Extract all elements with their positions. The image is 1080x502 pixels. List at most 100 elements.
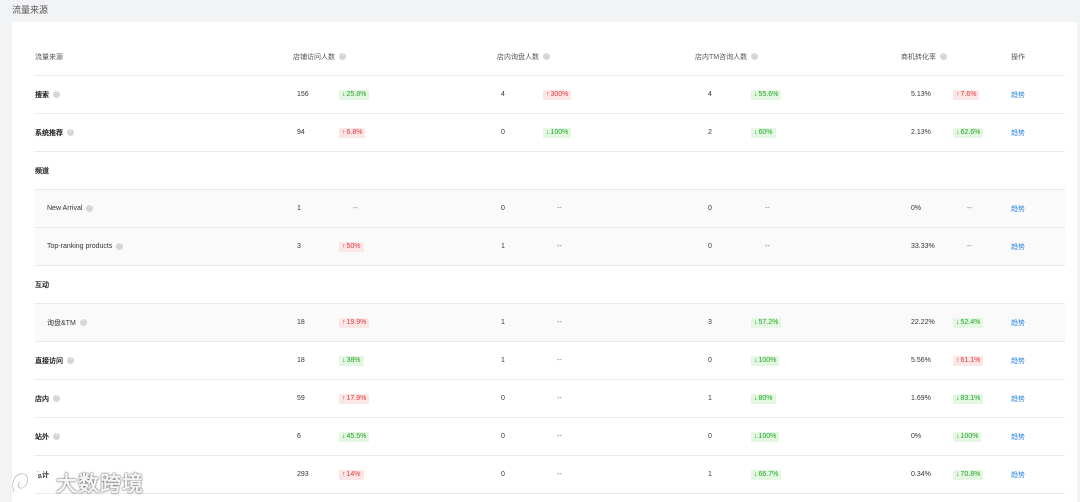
increase-badge: ↑ 19.9% — [339, 317, 370, 328]
empty-dash: -- — [765, 205, 770, 212]
inquiries-value: 1 — [501, 319, 505, 326]
decrease-badge: ↓ 80% — [751, 393, 776, 404]
header-source: 流量来源 — [35, 53, 63, 61]
conversion-change: ↓ 83.1% — [953, 380, 984, 417]
source-name: 总计 — [35, 471, 49, 479]
decrease-badge: ↓ 83.1% — [953, 393, 984, 404]
arrow-up-icon: ↑ — [342, 319, 346, 326]
tm-value: 4 — [708, 91, 712, 98]
help-icon[interactable] — [751, 52, 759, 60]
table-row: New Arrival 1 -- 0 -- 0 -- 0% -- 趋势 — [35, 190, 1065, 228]
tm-value: 3 — [708, 319, 712, 326]
table-row: 系统推荐94↑6.8%0↓100%2↓60%2.13%↓62.6%趋势 — [35, 114, 1065, 152]
empty-dash: -- — [557, 471, 562, 478]
arrow-down-icon: ↓ — [754, 319, 758, 326]
trend-link[interactable]: 趋势 — [1011, 205, 1025, 213]
decrease-badge: ↓ 100% — [751, 355, 780, 366]
source-name-cell: 店内 — [35, 380, 60, 417]
arrow-up-icon: ↑ — [956, 357, 960, 364]
trend-link[interactable]: 趋势 — [1011, 319, 1025, 327]
action-cell: 趋势 — [1011, 418, 1025, 455]
visitors-value: 59 — [297, 395, 305, 402]
help-icon[interactable] — [116, 242, 124, 250]
decrease-badge: ↓ 57.2% — [751, 317, 782, 328]
visitors-change: ↑ 50% — [339, 228, 364, 265]
change-percent: 7.6% — [960, 91, 977, 98]
trend-link[interactable]: 趋势 — [1011, 395, 1025, 403]
action-cell: 趋势 — [1011, 456, 1025, 493]
trend-link[interactable]: 趋势 — [1011, 243, 1025, 251]
help-icon[interactable] — [53, 432, 60, 440]
conversion-value: 2.13% — [911, 129, 931, 136]
group-row: 互动 — [35, 266, 1065, 304]
visitors-change: ↑ 17.9% — [339, 380, 370, 417]
inquiries-change: ↓ 100% — [543, 114, 572, 151]
trend-link[interactable]: 趋势 — [1011, 357, 1025, 365]
change-percent: 17.9% — [346, 395, 367, 402]
page-title: 流量来源 — [12, 5, 49, 15]
change-percent: 50% — [346, 243, 361, 250]
tm-value: 1 — [708, 395, 712, 402]
visitors-change: ↓ 38% — [339, 342, 364, 379]
help-icon[interactable] — [339, 52, 346, 60]
change-percent: 100% — [758, 433, 777, 440]
decrease-badge: ↓ 100% — [543, 127, 572, 138]
help-icon[interactable] — [53, 394, 60, 402]
header-visitors: 店铺访问人数 — [293, 22, 346, 75]
change-percent: 100% — [758, 357, 777, 364]
help-icon[interactable] — [940, 52, 947, 60]
conversion-change-empty: -- — [967, 228, 972, 265]
help-icon[interactable] — [67, 356, 74, 364]
source-name-cell: 搜索 — [35, 76, 60, 113]
change-percent: 61.1% — [960, 357, 981, 364]
arrow-down-icon: ↓ — [342, 91, 346, 98]
source-name-cell: 互动 — [35, 266, 49, 303]
action-cell: 趋势 — [1011, 114, 1025, 151]
trend-link[interactable]: 趋势 — [1011, 91, 1025, 99]
table-row: 直接访问18↓38%1--0↓100%5.56%↑61.1%趋势 — [35, 342, 1065, 380]
help-icon[interactable] — [86, 204, 94, 212]
source-name-cell: 系统推荐 — [35, 114, 74, 151]
tm-value: 0 — [708, 357, 712, 364]
increase-badge: ↑ 14% — [339, 469, 364, 480]
empty-dash: -- — [967, 205, 972, 212]
change-percent: 25.8% — [346, 91, 367, 98]
visitors-change: ↓ 45.5% — [339, 418, 370, 455]
change-percent: 100% — [960, 433, 979, 440]
watermark-text: 大数跨境 — [56, 473, 144, 496]
conversion-value: 0.34% — [911, 471, 931, 478]
inquiries-change: ↑ 300% — [543, 76, 572, 113]
help-icon[interactable] — [543, 52, 550, 60]
decrease-badge: ↓ 45.5% — [339, 431, 370, 442]
action-cell: 趋势 — [1011, 342, 1025, 379]
arrow-down-icon: ↓ — [342, 357, 346, 364]
change-percent: 6.8% — [346, 129, 363, 136]
help-icon[interactable] — [67, 128, 74, 136]
conversion-value: 22.22% — [911, 319, 935, 326]
source-name: New Arrival — [47, 205, 83, 212]
change-percent: 62.6% — [960, 129, 981, 136]
conversion-change-empty: -- — [967, 190, 972, 227]
help-icon[interactable] — [53, 90, 60, 98]
trend-link[interactable]: 趋势 — [1011, 471, 1025, 479]
decrease-badge: ↓ 52.4% — [953, 317, 984, 328]
action-cell: 趋势 — [1011, 190, 1025, 227]
watermark-logo-icon — [11, 470, 48, 496]
empty-dash: -- — [967, 243, 972, 250]
decrease-badge: ↓ 55.6% — [751, 89, 782, 100]
change-percent: 83.1% — [960, 395, 981, 402]
conversion-value: 0% — [911, 433, 922, 440]
table-row: 询盘&TM18↑19.9%1--3↓57.2%22.22%↓52.4%趋势 — [35, 304, 1065, 342]
help-icon[interactable] — [79, 318, 87, 326]
tm-change: ↓ 60% — [751, 114, 776, 151]
traffic-source-table: 流量来源 店铺访问人数 店内询盘人数 店内TM咨询人数 商机转化率 操作 搜索 1… — [12, 22, 1077, 502]
trend-link[interactable]: 趋势 — [1011, 433, 1025, 441]
trend-link[interactable]: 趋势 — [1011, 129, 1025, 137]
tm-change-empty: -- — [765, 228, 770, 265]
tm-change: ↓ 100% — [751, 342, 780, 379]
inquiries-value: 0 — [501, 433, 505, 440]
change-percent: 52.4% — [960, 319, 981, 326]
source-name: 询盘&TM — [47, 319, 76, 327]
source-name: 直接访问 — [35, 357, 63, 365]
change-percent: 80% — [758, 395, 773, 402]
